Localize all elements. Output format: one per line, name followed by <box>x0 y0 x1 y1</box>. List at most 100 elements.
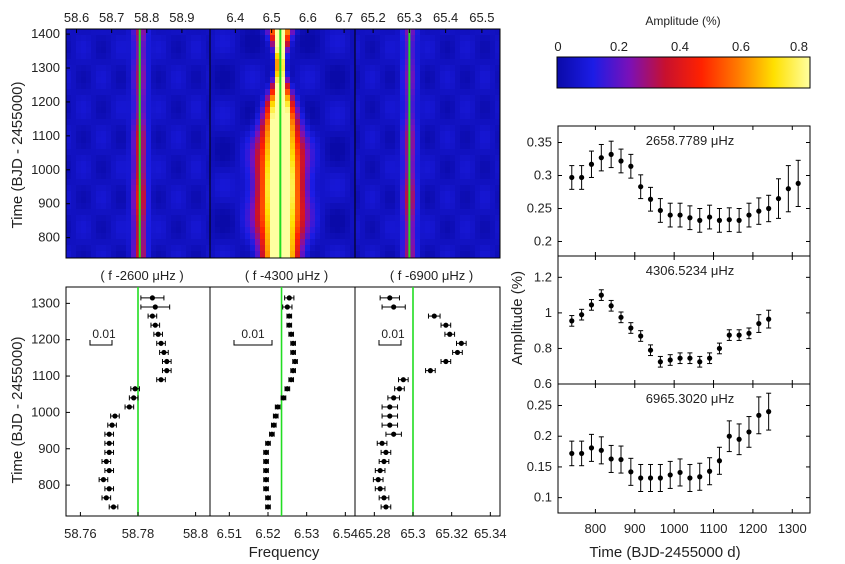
heatmap-cell <box>450 143 455 149</box>
heatmap-cell <box>370 149 375 155</box>
heatmap-cell <box>255 131 260 137</box>
data-point <box>387 422 393 428</box>
heatmap-cell <box>196 251 201 257</box>
heatmap-cell <box>96 41 101 47</box>
data-point <box>716 345 723 352</box>
heatmap-cell <box>440 173 445 179</box>
heatmap-cell <box>385 47 390 53</box>
heatmap-cell <box>191 131 196 137</box>
heatmap-cell <box>76 233 81 239</box>
heatmap-cell <box>210 251 215 257</box>
heatmap-cell <box>275 77 280 83</box>
heatmap-cell <box>350 155 355 161</box>
heatmap-cell <box>81 215 86 221</box>
heatmap-cell <box>440 149 445 155</box>
heatmap-cell <box>210 65 215 71</box>
heatmap-cell <box>445 125 450 131</box>
heatmap-cell <box>81 191 86 197</box>
heatmap-cell <box>240 233 245 239</box>
heatmap-cell <box>91 77 96 83</box>
heatmap-cell <box>116 173 121 179</box>
heatmap-cell <box>345 35 350 41</box>
heatmap-cell <box>345 185 350 191</box>
heatmap-cell <box>290 137 295 143</box>
heatmap-cell <box>440 143 445 149</box>
heatmap-cell <box>121 161 126 167</box>
heatmap-cell <box>176 125 181 131</box>
heatmap-cell <box>385 233 390 239</box>
heatmap-cell <box>191 59 196 65</box>
heatmap-cell <box>181 203 186 209</box>
heatmap-cell <box>305 107 310 113</box>
heatmap-cell <box>206 149 210 155</box>
heatmap-cell <box>495 119 500 125</box>
heatmap-cell <box>141 191 146 197</box>
heatmap-cell <box>325 125 330 131</box>
heatmap-cell <box>280 71 285 77</box>
heatmap-cell <box>91 125 96 131</box>
heatmap-cell <box>350 167 355 173</box>
heatmap-cell <box>235 167 240 173</box>
panel-border <box>209 286 356 517</box>
heatmap-cell <box>220 149 225 155</box>
heatmap-cell <box>71 173 76 179</box>
heatmap-cell <box>365 245 370 251</box>
heatmap-cell <box>320 155 325 161</box>
data-point <box>766 205 772 212</box>
colorbar: Amplitude (%) 0 0.2 0.4 0.6 0.8 <box>554 14 811 89</box>
heatmap-cell <box>196 167 201 173</box>
heatmap-cell <box>156 113 161 119</box>
data-point <box>152 322 158 328</box>
heatmap-cell <box>181 185 186 191</box>
heatmap-cell <box>315 251 320 257</box>
heatmap-cell <box>166 71 171 77</box>
heatmap-cell <box>210 71 215 77</box>
heatmap-cell <box>445 119 450 125</box>
heatmap-cell <box>235 107 240 113</box>
heatmap-cell <box>365 101 370 107</box>
heatmap-cell <box>161 155 166 161</box>
heatmap-cell <box>370 173 375 179</box>
heatmap-cell <box>230 239 235 245</box>
heatmap-cell <box>355 29 360 35</box>
heatmap-cell <box>86 197 91 203</box>
heatmap-cell <box>450 203 455 209</box>
heatmap-cell <box>166 185 171 191</box>
heatmap-cell <box>106 83 111 89</box>
heatmap-cell <box>470 161 475 167</box>
heatmap-cell <box>166 215 171 221</box>
heatmap-cell <box>275 155 280 161</box>
heatmap-cell <box>335 179 340 185</box>
heatmap-cell <box>455 59 460 65</box>
heatmap-cell <box>395 53 400 59</box>
heatmap-cell <box>230 155 235 161</box>
heatmap-cell <box>465 167 470 173</box>
heatmap-cell <box>275 125 280 131</box>
heatmap-cell <box>215 119 220 125</box>
heatmap-cell <box>450 245 455 251</box>
heatmap-cell <box>495 41 500 47</box>
heatmap-cell <box>101 239 106 245</box>
heatmap-cell <box>106 131 111 137</box>
heatmap-cell <box>111 83 116 89</box>
heatmap-cell <box>395 233 400 239</box>
x-tick-label: 900 <box>624 521 646 536</box>
heatmap-cell <box>430 65 435 71</box>
heatmap-cell <box>370 191 375 197</box>
heatmap-cell <box>210 95 215 101</box>
heatmap-cell <box>235 203 240 209</box>
heatmap-cell <box>315 173 320 179</box>
heatmap-cell <box>305 203 310 209</box>
heatmap-cell <box>450 179 455 185</box>
heatmap-cell <box>435 77 440 83</box>
heatmap-cell <box>320 119 325 125</box>
heatmap-cell <box>465 221 470 227</box>
heatmap-cell <box>390 35 395 41</box>
data-point <box>103 495 109 501</box>
heatmap-cell <box>146 71 151 77</box>
heatmap-cell <box>96 35 101 41</box>
heatmap-cell <box>270 221 275 227</box>
heatmap-cell <box>445 173 450 179</box>
heatmap-cell <box>186 137 191 143</box>
heatmap-cell <box>295 149 300 155</box>
